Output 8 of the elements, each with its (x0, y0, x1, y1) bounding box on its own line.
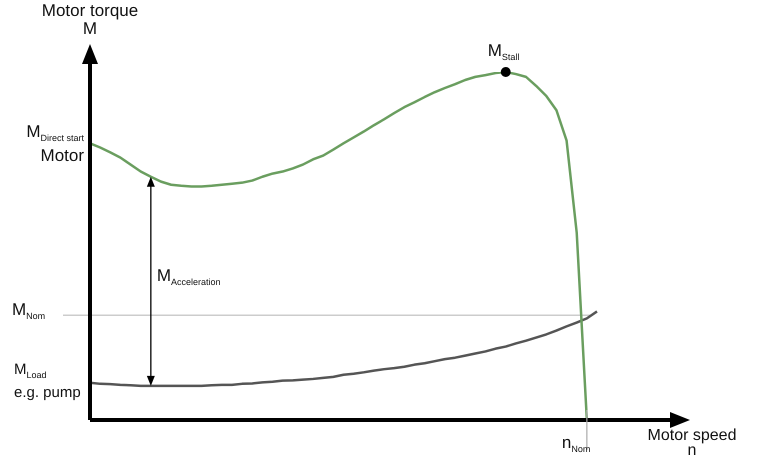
text: M$_{Stall}$ (488, 41, 520, 64)
text: M$_{Direct start}$ Motor (26, 122, 84, 166)
x-axis-title: Motor speed n (646, 427, 738, 459)
ref-line-label: M$_{Nom}$ (12, 300, 46, 324)
text: n$_{Nom}$ (562, 433, 590, 456)
text: M$_{Load}$ e.g. pump (14, 360, 81, 401)
y-axis-title: Motor torque M (40, 1, 140, 38)
annotation: M$_{Acceleration}$ (156, 266, 221, 290)
